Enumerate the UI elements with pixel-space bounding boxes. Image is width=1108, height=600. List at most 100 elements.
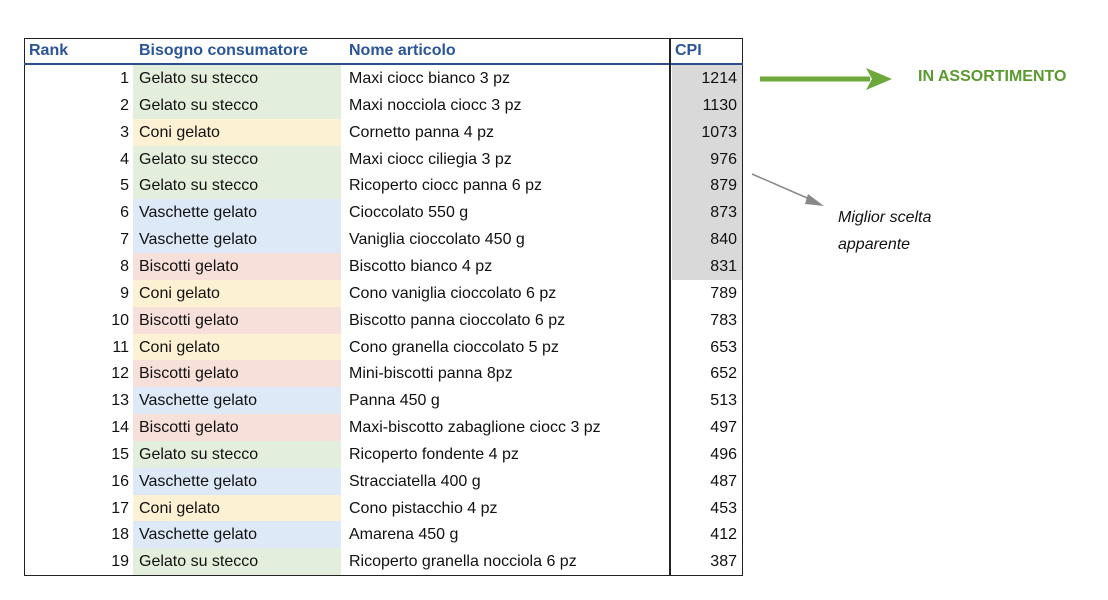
note-line-1: Miglior scelta — [838, 209, 932, 226]
cpi-cell: 487 — [710, 472, 737, 490]
bisogno-cell: Coni gelato — [133, 333, 341, 361]
bisogno-cell: Gelato su stecco — [133, 440, 341, 468]
cpi-cell: 879 — [672, 172, 742, 200]
rank-cell: 16 — [111, 472, 129, 490]
header-nome: Nome articolo — [349, 42, 456, 59]
table-row: 10 Biscotti gelato Biscotto panna cioccola… — [25, 306, 742, 334]
rank-cell: 12 — [111, 365, 129, 383]
rank-cell: 15 — [111, 445, 129, 463]
rank-cell: 3 — [120, 123, 129, 141]
nome-articolo-cell: Cono vaniglia cioccolato 6 pz — [349, 284, 557, 302]
bisogno-cell: Biscotti gelato — [133, 414, 341, 442]
bisogno-cell: Biscotti gelato — [133, 360, 341, 388]
rank-cell: 17 — [111, 499, 129, 517]
nome-articolo-cell: Biscotto panna cioccolato 6 pz — [349, 311, 566, 329]
green-arrow-icon — [760, 68, 892, 90]
nome-articolo-cell: Maxi ciocc bianco 3 pz — [349, 70, 510, 87]
cpi-cell: 1073 — [672, 118, 742, 146]
cpi-cell: 653 — [710, 338, 737, 356]
cpi-cell: 652 — [710, 365, 737, 383]
rank-cell: 18 — [111, 526, 129, 544]
cpi-cell: 831 — [672, 252, 742, 280]
bisogno-cell: Gelato su stecco — [133, 91, 341, 119]
rank-cell: 13 — [111, 392, 129, 410]
bisogno-cell: Coni gelato — [133, 118, 341, 146]
bisogno-cell: Gelato su stecco — [133, 548, 341, 576]
cpi-cell: 1130 — [672, 91, 742, 119]
table-row: 2 Gelato su stecco Maxi nocciola ciocc 3 p… — [25, 91, 742, 119]
table-row: 7 Vaschette gelato Vaniglia cioccolato 450… — [25, 226, 742, 254]
bisogno-cell: Vaschette gelato — [133, 387, 341, 415]
rank-cell: 14 — [111, 419, 129, 437]
table-row: 12 Biscotti gelato Mini-biscotti panna 8pz… — [25, 360, 742, 388]
bisogno-cell: Coni gelato — [133, 494, 341, 522]
bisogno-cell: Vaschette gelato — [133, 521, 341, 549]
rank-cell: 11 — [112, 338, 129, 356]
bisogno-cell: Vaschette gelato — [133, 467, 341, 495]
table-row: 19 Gelato su stecco Ricoperto granella noc… — [25, 548, 742, 576]
rank-cell: 5 — [120, 177, 129, 195]
table-row: 16 Vaschette gelato Stracciatella 400 g 487 — [25, 467, 742, 495]
table-row: 11 Coni gelato Cono granella cioccolato 5 … — [25, 333, 742, 361]
product-table — [24, 38, 743, 576]
rank-cell: 7 — [120, 231, 129, 249]
nome-articolo-cell: Ricoperto ciocc panna 6 pz — [349, 177, 542, 195]
rank-cell: 9 — [120, 284, 129, 302]
nome-articolo-cell: Vaniglia cioccolato 450 g — [349, 231, 525, 249]
nome-articolo-cell: Ricoperto granella nocciola 6 pz — [349, 553, 577, 571]
cpi-cell: 976 — [672, 145, 742, 173]
rank-cell: 19 — [111, 553, 129, 571]
bisogno-cell: Gelato su stecco — [133, 145, 341, 173]
rank-cell: 1 — [120, 70, 129, 87]
nome-articolo-cell: Stracciatella 400 g — [349, 472, 481, 490]
assortimento-label: IN ASSORTIMENTO — [918, 68, 1067, 85]
nome-articolo-cell: Cornetto panna 4 pz — [349, 123, 494, 141]
rank-cell: 4 — [120, 150, 129, 168]
cpi-cell: 387 — [710, 553, 737, 571]
table-row: 6 Vaschette gelato Cioccolato 550 g 873 — [25, 199, 742, 227]
header-rank: Rank — [29, 42, 69, 59]
header-bisogno: Bisogno consumatore — [139, 42, 308, 59]
cpi-cell: 453 — [710, 499, 737, 517]
table-row: 1 Gelato su stecco Maxi ciocc bianco 3 pz 1… — [25, 65, 742, 92]
cpi-cell: 497 — [710, 419, 737, 437]
cpi-cell: 840 — [672, 226, 742, 254]
grey-arrow-icon — [751, 173, 824, 206]
rank-cell: 10 — [111, 311, 129, 329]
bisogno-cell: Biscotti gelato — [133, 306, 341, 334]
table-row: 18 Vaschette gelato Amarena 450 g 412 — [25, 521, 742, 549]
cpi-cell: 873 — [672, 199, 742, 227]
bisogno-cell: Gelato su stecco — [133, 65, 341, 92]
nome-articolo-cell: Mini-biscotti panna 8pz — [349, 365, 513, 383]
miglior-scelta-note: Miglior scelta apparente — [838, 204, 931, 258]
cpi-cell: 496 — [710, 445, 737, 463]
nome-articolo-cell: Maxi ciocc ciliegia 3 pz — [349, 150, 512, 168]
cpi-cell: 412 — [710, 526, 737, 544]
nome-articolo-cell: Panna 450 g — [349, 392, 440, 410]
note-line-2: apparente — [838, 236, 911, 253]
nome-articolo-cell: Biscotto bianco 4 pz — [349, 257, 493, 275]
bisogno-cell: Vaschette gelato — [133, 199, 341, 227]
rank-cell: 6 — [120, 204, 129, 222]
table-row: 8 Biscotti gelato Biscotto bianco 4 pz 831 — [25, 252, 742, 280]
nome-articolo-cell: Cono granella cioccolato 5 pz — [349, 338, 559, 356]
table-row: 14 Biscotti gelato Maxi-biscotto zabaglion… — [25, 414, 742, 442]
bisogno-cell: Coni gelato — [133, 279, 341, 307]
table-row: 15 Gelato su stecco Ricoperto fondente 4 p… — [25, 440, 742, 468]
cpi-column-divider — [669, 38, 671, 576]
rank-cell: 2 — [120, 96, 129, 114]
bisogno-cell: Vaschette gelato — [133, 226, 341, 254]
bisogno-cell: Biscotti gelato — [133, 252, 341, 280]
cpi-cell: 513 — [710, 392, 737, 410]
cpi-cell: 783 — [710, 311, 737, 329]
nome-articolo-cell: Ricoperto fondente 4 pz — [349, 445, 519, 463]
table-row: 3 Coni gelato Cornetto panna 4 pz 1073 — [25, 118, 742, 146]
table-row: 4 Gelato su stecco Maxi ciocc ciliegia 3 p… — [25, 145, 742, 173]
table-row: 9 Coni gelato Cono vaniglia cioccolato 6 p… — [25, 279, 742, 307]
header-cpi: CPI — [675, 42, 702, 59]
cpi-cell: 1214 — [672, 65, 742, 92]
bisogno-cell: Gelato su stecco — [133, 172, 341, 200]
nome-articolo-cell: Cioccolato 550 g — [349, 204, 469, 222]
nome-articolo-cell: Maxi-biscotto zabaglione ciocc 3 pz — [349, 419, 601, 437]
nome-articolo-cell: Cono pistacchio 4 pz — [349, 499, 498, 517]
